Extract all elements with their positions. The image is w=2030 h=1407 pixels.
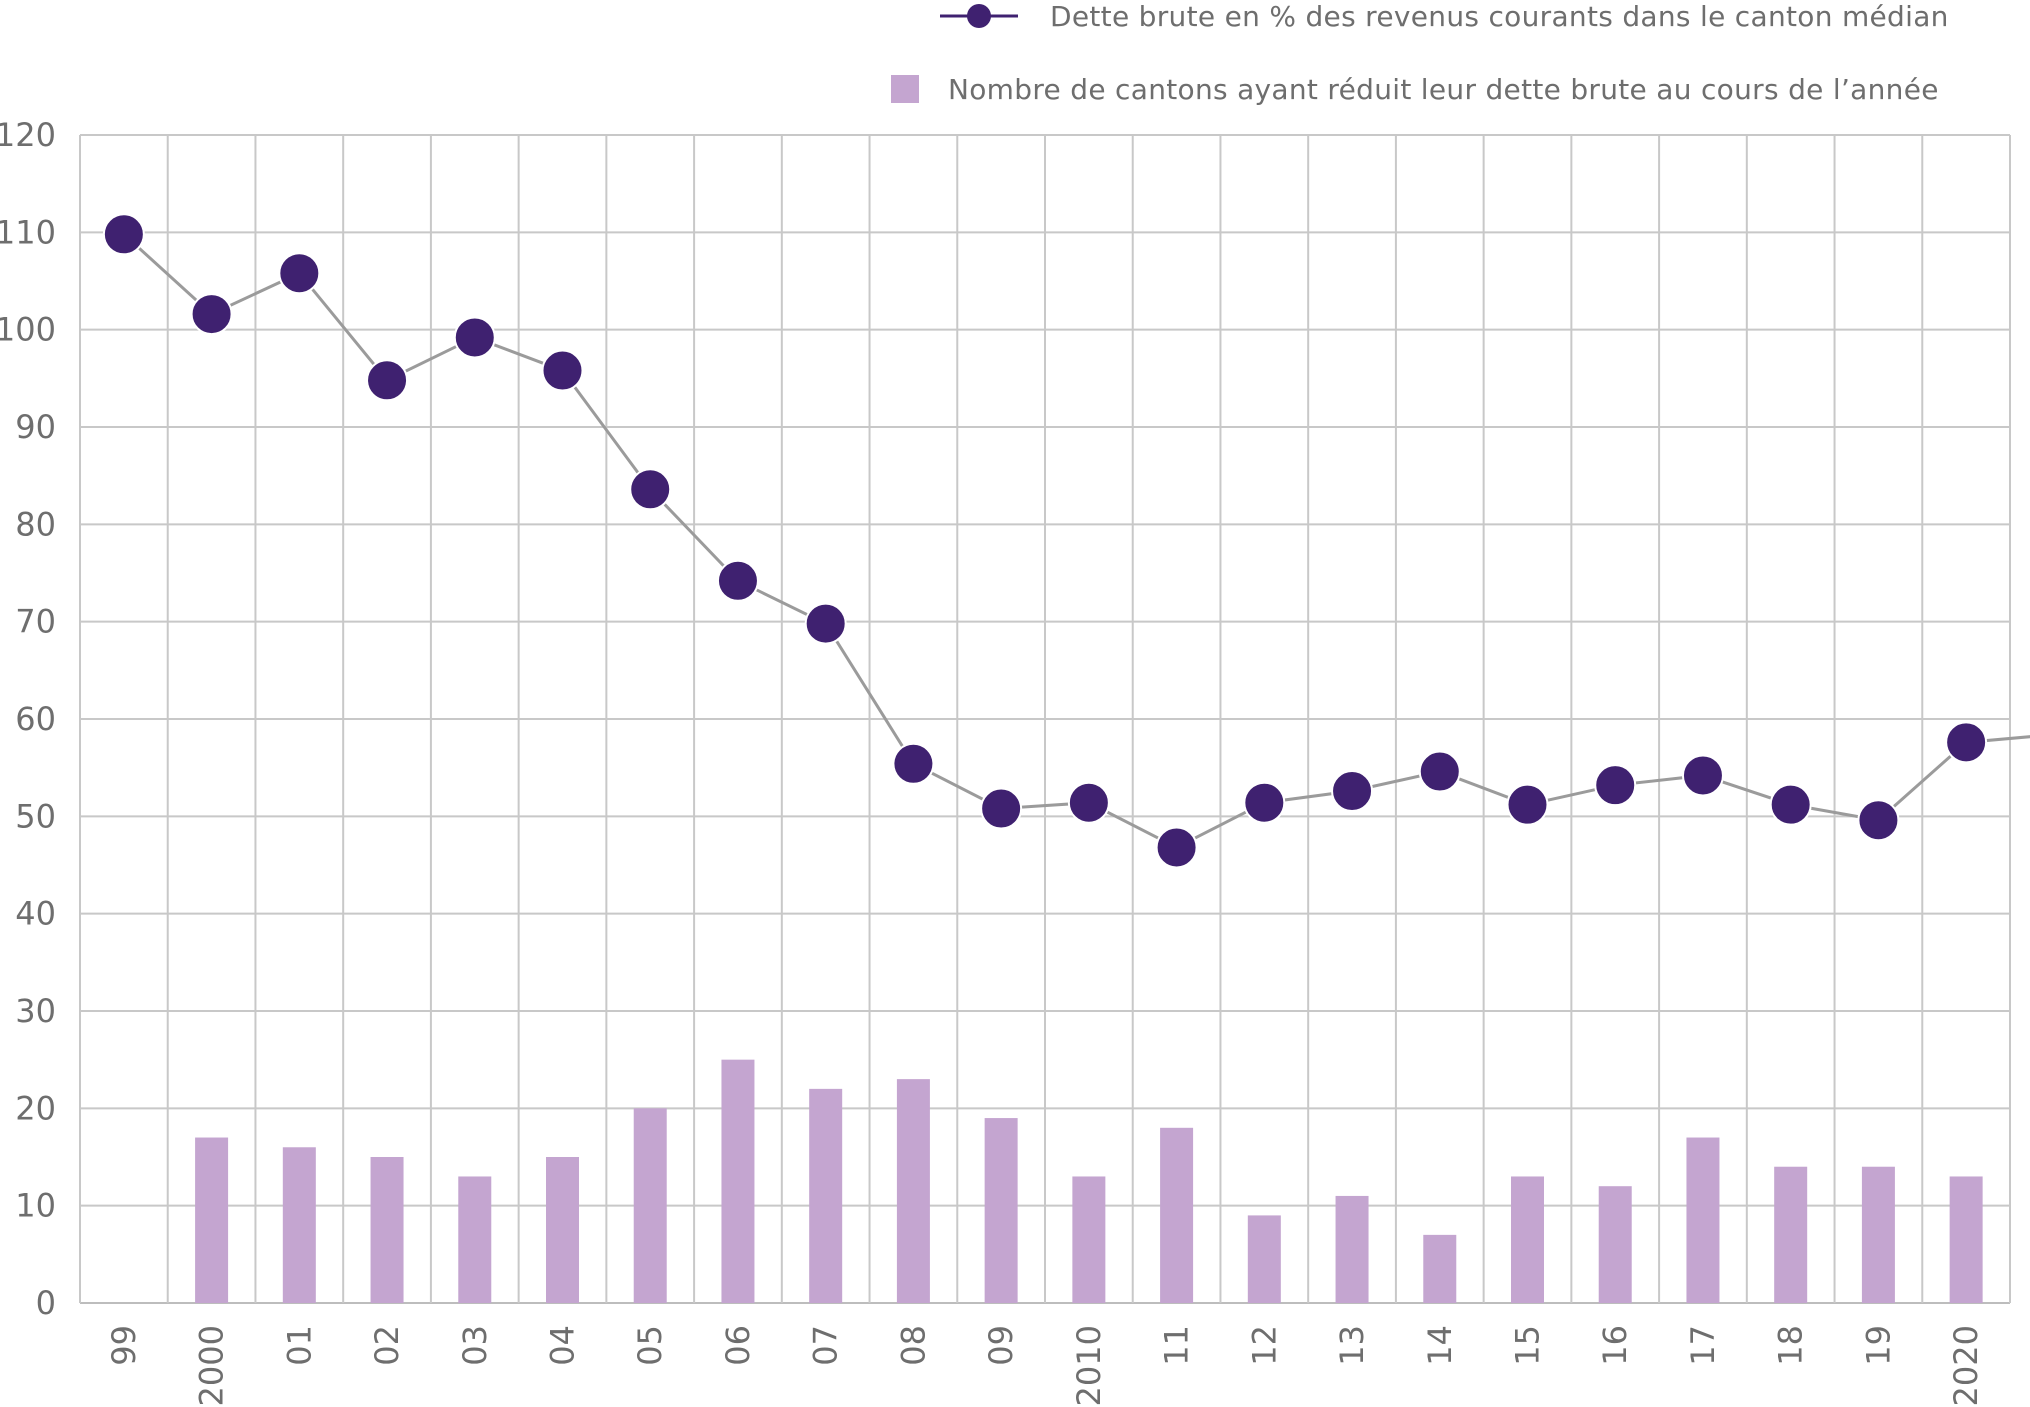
bar <box>984 1118 1018 1303</box>
y-tick-label: 100 <box>0 311 56 349</box>
line-point <box>1857 799 1900 842</box>
line-point <box>1155 826 1198 869</box>
y-tick-label: 90 <box>15 408 56 446</box>
x-tick-label: 2010 <box>1070 1325 1108 1406</box>
line-point <box>1331 770 1374 813</box>
bar <box>1247 1215 1281 1303</box>
x-tick-label: 09 <box>982 1325 1020 1366</box>
y-tick-label: 60 <box>15 700 56 738</box>
legend-bar-swatch <box>891 75 919 103</box>
line-point <box>1418 750 1461 793</box>
line-point <box>1769 783 1812 826</box>
legend-label-bar: Nombre de cantons ayant réduit leur dett… <box>948 73 1939 106</box>
y-tick-label: 50 <box>15 797 56 835</box>
x-tick-label: 2000 <box>193 1325 231 1406</box>
x-axis-ticks: 99 2000 01 02 03 04 05 06 07 08 09 2010 11 12 13 14 15 16… <box>105 1325 1985 1406</box>
bar <box>1598 1186 1632 1303</box>
x-tick-label: 99 <box>105 1325 143 1366</box>
bar <box>1160 1127 1194 1303</box>
x-tick-label: 13 <box>1333 1325 1371 1366</box>
legend-item-line: Dette brute en % des revenus courants da… <box>940 0 1949 33</box>
grid <box>79 134 2011 1304</box>
x-tick-label: 15 <box>1509 1325 1547 1366</box>
y-tick-label: 120 <box>0 116 56 154</box>
line-point <box>1067 781 1110 824</box>
x-tick-label: 17 <box>1684 1325 1722 1366</box>
bar <box>721 1059 755 1303</box>
y-tick-label: 30 <box>15 992 56 1030</box>
bar <box>1423 1234 1457 1303</box>
x-tick-label: 02 <box>368 1325 406 1366</box>
x-tick-label: 2020 <box>1947 1325 1985 1406</box>
bar-series <box>195 1059 1983 1303</box>
y-tick-label: 10 <box>15 1187 56 1225</box>
line-point <box>1594 764 1637 807</box>
bar <box>1774 1166 1808 1303</box>
bar <box>1335 1195 1369 1303</box>
bar <box>195 1137 229 1303</box>
line-point <box>1945 721 1988 764</box>
series-line <box>122 233 2030 850</box>
bar <box>1861 1166 1895 1303</box>
line-point <box>190 293 233 336</box>
line-point <box>980 787 1023 830</box>
y-tick-label: 110 <box>0 213 56 251</box>
x-tick-label: 14 <box>1421 1325 1459 1366</box>
legend-label-line: Dette brute en % des revenus courants da… <box>1050 0 1949 33</box>
legend-marker-swatch <box>967 4 991 28</box>
bar <box>1686 1137 1720 1303</box>
bar <box>458 1176 492 1303</box>
bar <box>546 1157 579 1303</box>
y-tick-label: 0 <box>36 1284 56 1322</box>
x-tick-label: 18 <box>1772 1325 1810 1366</box>
bar <box>1511 1176 1544 1303</box>
line-point <box>278 252 321 295</box>
y-axis-ticks: 0 10 20 30 40 50 60 70 80 90 100 110 120 <box>0 116 56 1322</box>
y-tick-label: 70 <box>15 603 56 641</box>
line-point <box>366 359 409 402</box>
bar <box>282 1147 316 1303</box>
bar <box>1949 1176 1983 1303</box>
line-point <box>716 559 759 602</box>
bar <box>370 1157 404 1303</box>
line-point <box>541 349 584 392</box>
bar <box>896 1079 930 1303</box>
x-tick-label: 08 <box>894 1325 932 1366</box>
line-series <box>102 213 2030 869</box>
bar <box>809 1088 843 1303</box>
line-point <box>102 213 145 256</box>
line-point <box>629 468 672 511</box>
line-point <box>453 316 496 359</box>
line-point <box>892 742 935 785</box>
bar <box>633 1108 667 1303</box>
x-tick-label: 05 <box>631 1325 669 1366</box>
x-tick-label: 07 <box>807 1325 845 1366</box>
y-tick-label: 40 <box>15 895 56 933</box>
legend-item-bar: Nombre de cantons ayant réduit leur dett… <box>891 73 1939 106</box>
x-tick-label: 03 <box>456 1325 494 1366</box>
x-tick-label: 11 <box>1158 1325 1196 1366</box>
line-point <box>1506 783 1549 826</box>
line-point <box>1243 781 1286 824</box>
x-tick-label: 19 <box>1859 1325 1897 1366</box>
x-tick-label: 06 <box>719 1325 757 1366</box>
x-tick-label: 04 <box>544 1325 582 1366</box>
legend: Dette brute en % des revenus courants da… <box>891 0 1949 106</box>
line-point <box>1681 754 1724 797</box>
x-tick-label: 12 <box>1245 1325 1283 1366</box>
y-tick-label: 20 <box>15 1089 56 1127</box>
y-tick-label: 80 <box>15 505 56 543</box>
bar <box>1072 1176 1106 1303</box>
line-point <box>804 602 847 645</box>
x-tick-label: 01 <box>280 1325 318 1366</box>
x-tick-label: 16 <box>1596 1325 1634 1366</box>
